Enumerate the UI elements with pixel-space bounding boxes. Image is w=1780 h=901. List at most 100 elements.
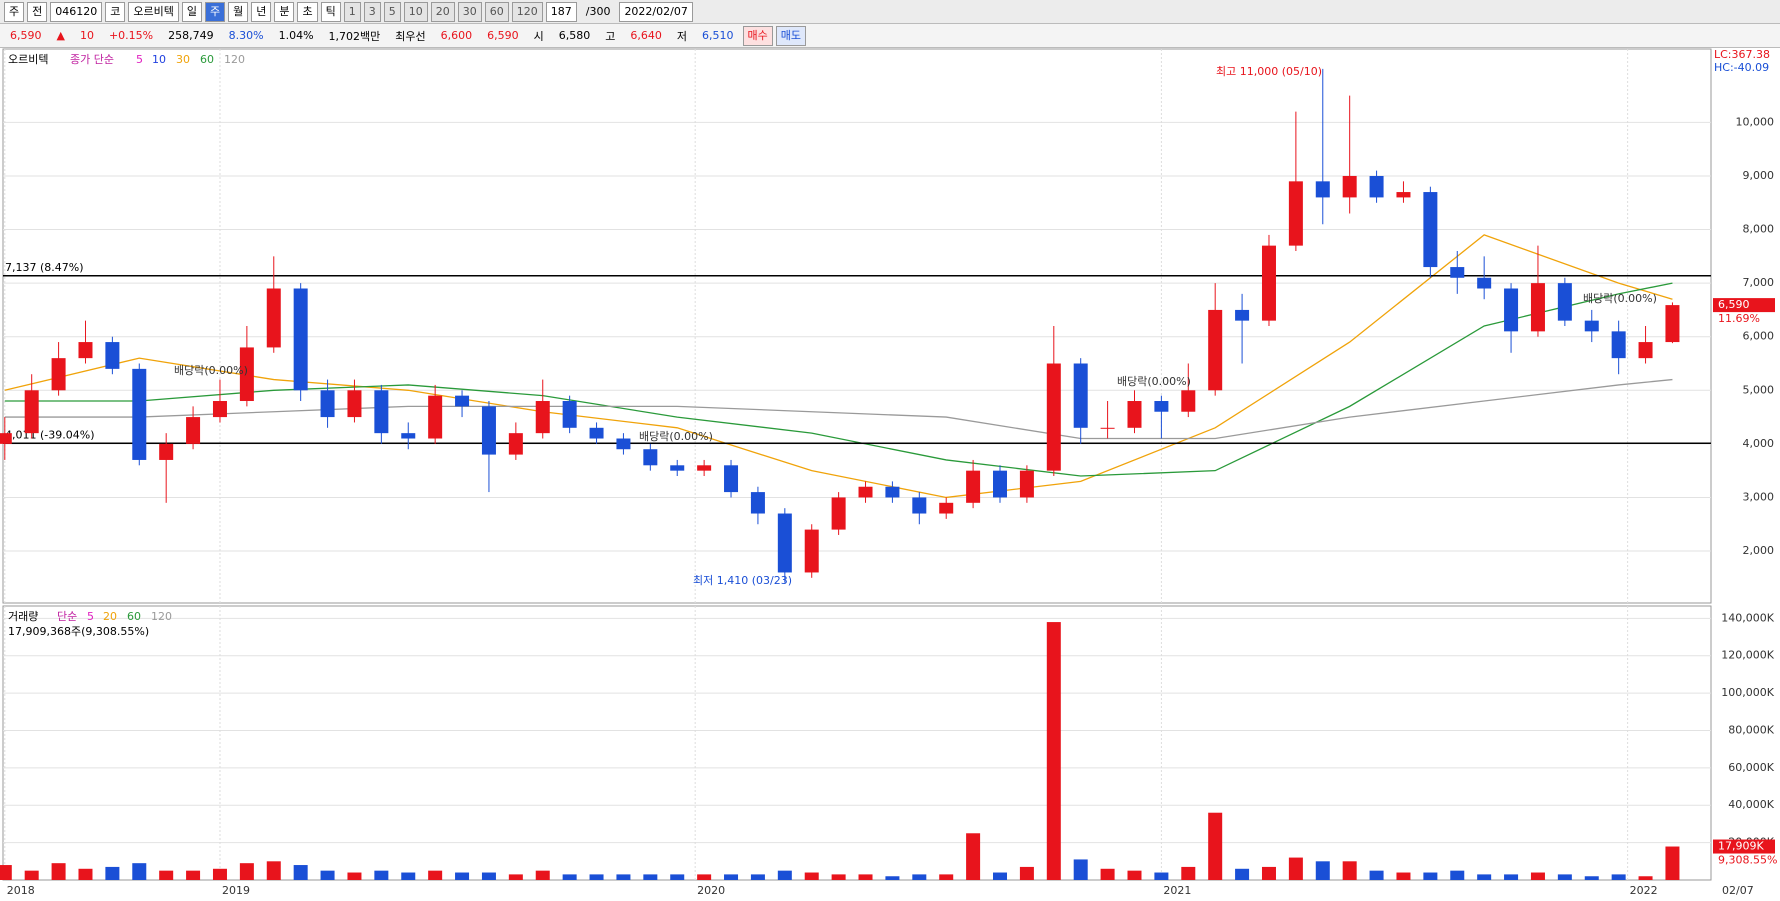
volume-bar (1638, 876, 1653, 880)
y-tick-label: 80,000K (1728, 723, 1774, 736)
toolbar-button[interactable]: 분 (274, 1, 295, 22)
candle-body (777, 513, 792, 573)
candle-body (993, 470, 1008, 498)
chart: 2,000 3,000 4,000 5,000 6,000 7,000 8,000 9,000… (0, 48, 1777, 897)
candle-body (939, 502, 954, 514)
candle-body (912, 497, 927, 514)
dividend-label: 배당락(0.00%) (1583, 292, 1657, 305)
candle-body (0, 433, 12, 444)
volume-bar (885, 876, 900, 880)
volume-bar (1530, 872, 1545, 880)
candle-body (1154, 401, 1169, 412)
volume-bar (508, 874, 523, 880)
candle-body (724, 465, 739, 493)
best: 최우선 (395, 29, 426, 43)
x-tick-label: 2018 (7, 884, 35, 897)
volume-bar (535, 870, 550, 880)
candle-body (1288, 181, 1303, 246)
volume-bar (1046, 622, 1061, 880)
y-tick-label: 8,000 (1743, 223, 1775, 236)
reference-label: 4,011 (-39.04%) (5, 428, 94, 441)
toolbar-button[interactable]: 일 (181, 1, 202, 22)
candle-body (374, 390, 389, 434)
toolbar-count[interactable]: 187 (545, 1, 577, 22)
ratio: 1.04% (278, 29, 314, 42)
candle-body (697, 465, 712, 471)
corner-label: LC:367.38 (1714, 48, 1770, 61)
toolbar-button[interactable]: 5 (383, 1, 401, 22)
volume: 258,749 (168, 29, 214, 42)
toolbar-button[interactable]: 코 (105, 1, 126, 22)
volume-bar (1100, 868, 1115, 880)
candle-body (293, 288, 308, 391)
legend-label: 단순 (57, 610, 77, 623)
toolbar-button[interactable]: 년 (251, 1, 272, 22)
toolbar-button[interactable]: 60 (484, 1, 509, 22)
toolbar-button[interactable]: 오르비텍 (128, 1, 179, 22)
volume-bar (1181, 866, 1196, 880)
buy-button[interactable]: 매수 (742, 25, 773, 46)
candle-body (1369, 175, 1384, 198)
x-tick-label: 02/07 (1722, 884, 1754, 897)
toolbar-button[interactable]: 전 (27, 1, 48, 22)
x-tick-label: 2021 (1163, 884, 1191, 897)
volume-bar (858, 874, 873, 880)
toolbar-button[interactable]: 120 (511, 1, 543, 22)
toolbar-button[interactable]: 30 (457, 1, 482, 22)
toolbar-button[interactable]: 주 (4, 1, 25, 22)
last-tag-change: 11.69% (1718, 312, 1760, 325)
toolbar-button[interactable]: 초 (297, 1, 318, 22)
y-tick-label: 7,000 (1743, 276, 1775, 289)
candle-body (212, 401, 227, 418)
volume-bar (24, 870, 39, 880)
panel-title: 오르비텍 (8, 53, 48, 66)
candle-body (1638, 342, 1653, 359)
volume-bar (347, 872, 362, 880)
candle-body (1046, 363, 1061, 471)
corner-label: HC:-40.09 (1714, 61, 1769, 74)
last-tag-change: 9,308.55% (1718, 854, 1777, 867)
toolbar-button[interactable]: 1 (343, 1, 361, 22)
volume-bar (105, 866, 120, 880)
volume-bar (320, 870, 335, 880)
toolbar-button[interactable]: 틱 (320, 1, 341, 22)
toolbar: 주 전 046120 코 오르비텍 일 주 월 년 분 초 틱 1 3 5 10 20 30 60 120 187/30… (0, 0, 1780, 24)
toolbar-button[interactable]: 20 (430, 1, 455, 22)
volume-bar (589, 874, 604, 880)
candle-body (320, 390, 335, 418)
toolbar-button[interactable]: 3 (363, 1, 381, 22)
candle-body (24, 390, 39, 434)
candle-body (239, 347, 254, 402)
candle-body (643, 449, 658, 466)
low-annotation: 최저 1,410 (03/23) (693, 574, 792, 587)
legend-item: 20 (103, 610, 117, 623)
volume-bar (78, 868, 93, 880)
y-tick-label: 10,000 (1736, 115, 1775, 128)
volume-bar (1557, 874, 1572, 880)
volume-bar (804, 872, 819, 880)
sell-button[interactable]: 매도 (775, 25, 807, 46)
high-annotation: 최고 11,000 (05/10) (1216, 65, 1322, 78)
volume-bar (266, 861, 281, 880)
candle-body (266, 288, 281, 348)
turnover: 8.30% (228, 29, 264, 42)
volume-bar (1396, 872, 1411, 880)
x-tick-label: 2019 (222, 884, 250, 897)
legend-item: 5 (136, 53, 143, 66)
toolbar-button[interactable]: 10 (403, 1, 428, 22)
toolbar-button[interactable]: 046120 (50, 1, 103, 22)
toolbar-button[interactable]: 주 (204, 1, 226, 22)
candle-body (804, 529, 819, 573)
dividend-label: 배당락(0.00%) (174, 364, 248, 377)
candle-body (1423, 192, 1438, 268)
toolbar-date[interactable]: 2022/02/07 (619, 1, 693, 22)
low-label: 저 (676, 29, 688, 43)
y-tick-label: 60,000K (1728, 761, 1774, 774)
volume-bar (777, 870, 792, 880)
toolbar-button[interactable]: 월 (228, 1, 249, 22)
volume-bar (1073, 859, 1088, 880)
candle-body (455, 395, 470, 407)
candle-body (481, 406, 496, 455)
volume-bar (670, 874, 685, 880)
legend-item: 5 (87, 610, 94, 623)
